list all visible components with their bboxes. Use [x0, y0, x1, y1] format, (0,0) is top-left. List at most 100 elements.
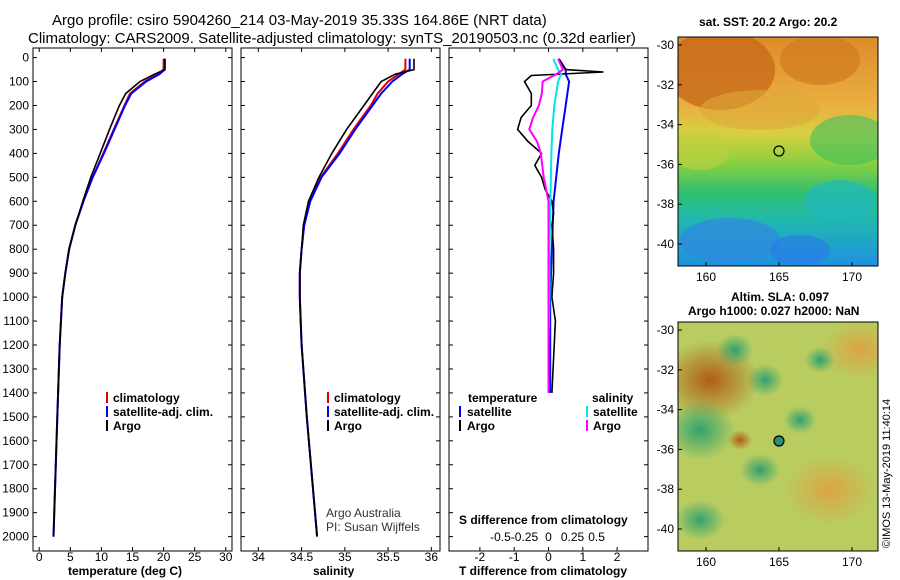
map-axis-ticks: -30 -32 -34 -36 -38 -40 160 165 170 -30 -32 -34 -36 -… [657, 38, 863, 569]
sst-map [678, 37, 878, 266]
depth-tick-label: 700 [9, 218, 29, 232]
map-lon-label: 165 [769, 270, 789, 284]
legend-satellite: satellite-adj. clim. [334, 405, 434, 419]
depth-tick-label: 1000 [2, 290, 29, 304]
map-lat-label: -36 [657, 442, 675, 456]
legend-climatology: climatology [334, 391, 401, 405]
series-line-s-argo [528, 58, 565, 393]
map-lat-label: -34 [657, 118, 675, 132]
salinity-plot [298, 58, 415, 537]
plot-title-line1: Argo profile: csiro 5904260_214 03-May-2… [52, 12, 547, 29]
x-tick-label: -1 [509, 550, 520, 564]
plot-title-line2: Climatology: CARS2009. Satellite-adjuste… [28, 30, 636, 47]
depth-tick-label: 2000 [2, 530, 29, 544]
temperature-legend: climatology satellite-adj. clim. Argo [106, 391, 213, 433]
depth-tick-label: 400 [9, 146, 29, 160]
sst-map-title: sat. SST: 20.2 Argo: 20.2 [699, 15, 838, 29]
x-tick-label: 20 [157, 550, 171, 564]
depth-tick-label: 600 [9, 194, 29, 208]
x-tick-label: 34 [252, 550, 266, 564]
x-tick-label: 35.5 [376, 550, 400, 564]
difference-xlabel: T difference from climatology [459, 564, 627, 578]
series-line-climatology [298, 58, 407, 537]
map-lat-label: -40 [657, 522, 675, 536]
legend-climatology: climatology [113, 391, 180, 405]
map-lon-label: 170 [842, 555, 862, 569]
sla-map-frame [677, 321, 879, 552]
x-tick-label: 10 [95, 550, 109, 564]
depth-tick-label: 1600 [2, 434, 29, 448]
sla-map-title2: Argo h1000: 0.027 h2000: NaN [688, 304, 859, 318]
credit-line1: Argo Australia [326, 506, 401, 520]
x-tick-label: 25 [188, 550, 202, 564]
map-lat-label: -38 [657, 482, 675, 496]
x-tick-label: 36 [425, 550, 439, 564]
map-lon-label: 160 [696, 270, 716, 284]
depth-tick-label: 100 [9, 75, 29, 89]
depth-tick-label: 1300 [2, 362, 29, 376]
depth-axis: 0 100 200 300 400 500 600 700 800 900 1000 1100 1200… [2, 51, 648, 544]
map-lat-label: -36 [657, 157, 675, 171]
depth-tick-label: 200 [9, 98, 29, 112]
legend-s-satellite: satellite [593, 405, 638, 419]
depth-tick-label: 1500 [2, 410, 29, 424]
map-lat-label: -32 [657, 78, 675, 92]
salinity-legend: climatology satellite-adj. clim. Argo [327, 391, 434, 433]
map-lon-label: 160 [696, 555, 716, 569]
series-line-t-argo [516, 58, 604, 393]
s-tick-label: -0.25 [511, 530, 539, 544]
x-tick-label: 34.5 [290, 550, 314, 564]
map-lat-label: -40 [657, 237, 675, 251]
map-lat-label: -38 [657, 197, 675, 211]
legend-salinity-title: salinity [592, 391, 634, 405]
s-tick-label: 0.5 [588, 530, 605, 544]
x-tick-label: 5 [67, 550, 74, 564]
argo-location-marker [773, 145, 785, 157]
map-lat-label: -30 [657, 38, 675, 52]
map-lat-label: -32 [657, 363, 675, 377]
x-tick-label: 2 [614, 550, 621, 564]
temperature-xlabel: temperature (deg C) [68, 564, 182, 578]
depth-tick-label: 300 [9, 122, 29, 136]
s-tick-label: 0 [545, 530, 552, 544]
s-difference-label: S difference from climatology [459, 513, 628, 527]
sla-map-title1: Altim. SLA: 0.097 [731, 290, 829, 304]
x-tick-label: 0 [36, 550, 43, 564]
s-tick-label: -0.5 [490, 530, 511, 544]
depth-tick-label: 1100 [3, 314, 29, 328]
series-line-argo [52, 58, 166, 537]
x-tick-label: 15 [126, 550, 140, 564]
depth-tick-label: 1700 [2, 458, 29, 472]
depth-tick-label: 0 [22, 51, 29, 65]
legend-temperature-title: temperature [468, 391, 538, 405]
watermark: ©IMOS 13-May-2019 11:40:14 [881, 399, 893, 548]
s-tick-label: 0.25 [561, 530, 585, 544]
legend-s-argo: Argo [593, 419, 621, 433]
sst-map-frame [677, 36, 879, 267]
salinity-frame [240, 47, 441, 552]
map-lon-label: 170 [842, 270, 862, 284]
depth-tick-label: 900 [9, 266, 29, 280]
x-axis-ticks: 0 5 10 15 20 25 30 34 34.5 35 35.5 36 -2 -1 0 1 2 -0.5 -0.… [36, 48, 621, 564]
series-line-satellite-adj-clim- [298, 58, 411, 537]
credit-line2: PI: Susan Wijffels [326, 520, 420, 534]
map-lat-label: -30 [657, 323, 675, 337]
legend-t-argo: Argo [467, 419, 495, 433]
depth-tick-label: 1900 [2, 506, 29, 520]
x-tick-label: -2 [475, 550, 486, 564]
difference-legend: temperature salinity satellite Argo sate… [459, 391, 638, 433]
legend-argo: Argo [113, 419, 141, 433]
map-lat-label: -34 [657, 403, 675, 417]
sla-map [678, 322, 878, 551]
depth-tick-label: 1800 [2, 482, 29, 496]
legend-t-satellite: satellite [467, 405, 512, 419]
series-line-t-satellite [549, 58, 571, 393]
x-tick-label: 1 [579, 550, 586, 564]
x-tick-label: 0 [545, 550, 552, 564]
depth-tick-label: 1400 [2, 386, 29, 400]
legend-satellite: satellite-adj. clim. [113, 405, 213, 419]
depth-tick-label: 1200 [2, 338, 29, 352]
x-tick-label: 30 [219, 550, 233, 564]
legend-argo: Argo [334, 419, 362, 433]
depth-tick-label: 500 [9, 170, 29, 184]
